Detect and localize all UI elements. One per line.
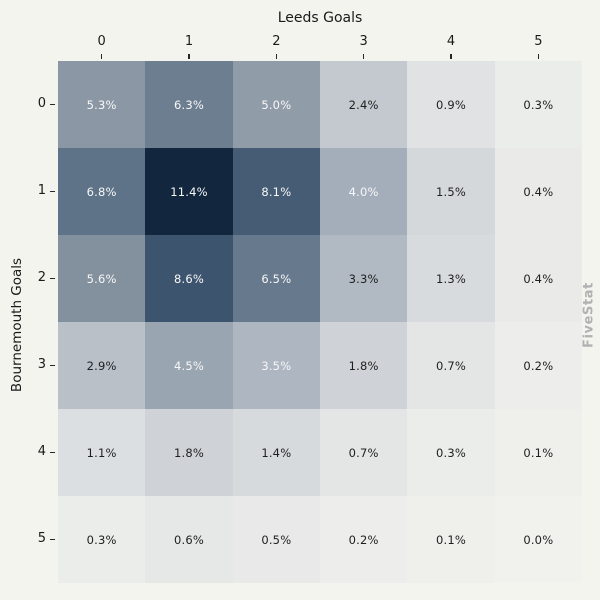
heatmap-cell: 0.3% (407, 409, 495, 496)
heatmap-cell: 0.9% (407, 61, 495, 148)
x-tick-label: 3 (359, 34, 368, 49)
x-tick-label: 4 (446, 34, 456, 49)
heatmap-cell: 0.7% (407, 322, 495, 409)
heatmap-cell: 0.2% (494, 322, 582, 409)
cell-value-label: 4.0% (348, 184, 379, 199)
y-tick-mark (50, 538, 55, 541)
heatmap-cell: 1.3% (407, 235, 495, 322)
heatmap-cell: 5.6% (58, 235, 146, 322)
heatmap-cell: 1.8% (145, 409, 233, 496)
y-tick-label: 4 (37, 443, 46, 459)
cell-value-label: 0.2% (348, 532, 379, 547)
cell-value-label: 1.1% (86, 445, 117, 460)
x-axis-title: Leeds Goals (277, 10, 363, 26)
x-tick-mark (275, 54, 278, 59)
heatmap-cell: 0.1% (407, 496, 495, 583)
heatmap-cell: 1.1% (58, 409, 146, 496)
cell-value-label: 1.3% (435, 271, 466, 286)
y-tick-label: 5 (37, 530, 46, 546)
heatmap-cell: 2.9% (58, 322, 146, 409)
cell-value-label: 0.3% (523, 97, 554, 112)
heatmap-grid: 5.3% 6.3% 5.0% 2.4% 0.9% 0.3% 6.8% 11.4% 8.1% 4.0… (58, 61, 582, 583)
cell-value-label: 0.0% (523, 532, 554, 547)
y-tick-label: 3 (37, 356, 46, 372)
heatmap-cell: 0.6% (145, 496, 233, 583)
x-tick-mark (537, 54, 540, 59)
heatmap-cell: 5.3% (58, 61, 146, 148)
cell-value-label: 2.9% (86, 358, 117, 373)
heatmap-cell: 0.0% (494, 496, 582, 583)
cell-value-label: 0.5% (261, 532, 292, 547)
heatmap-cell: 0.7% (320, 409, 408, 496)
heatmap-cell: 0.5% (232, 496, 320, 583)
x-tick-mark (188, 54, 190, 59)
y-tick-mark (50, 190, 55, 193)
cell-value-label: 6.5% (261, 271, 292, 286)
y-tick-mark (50, 277, 55, 280)
heatmap-cell: 6.5% (232, 235, 320, 322)
heatmap-cell: 11.4% (145, 148, 233, 235)
heatmap-cell: 1.8% (320, 322, 408, 409)
cell-value-label: 2.4% (348, 97, 379, 112)
cell-value-label: 0.7% (435, 358, 466, 373)
cell-value-label: 0.1% (523, 445, 554, 460)
x-tick-mark (362, 54, 365, 59)
cell-value-label: 1.8% (173, 445, 204, 460)
heatmap-cell: 6.8% (58, 148, 146, 235)
cell-value-label: 8.6% (173, 271, 204, 286)
cell-value-label: 5.0% (261, 97, 292, 112)
cell-value-label: 5.3% (86, 97, 117, 112)
heatmap-cell: 0.4% (494, 148, 582, 235)
y-tick-label: 1 (37, 182, 46, 198)
heatmap-cell: 5.0% (232, 61, 320, 148)
heatmap-cell: 0.3% (58, 496, 146, 583)
heatmap-cell: 2.4% (320, 61, 408, 148)
cell-value-label: 0.6% (173, 532, 204, 547)
heatmap-cell: 3.3% (320, 235, 408, 322)
cell-value-label: 1.8% (348, 358, 379, 373)
cell-value-label: 0.1% (435, 532, 466, 547)
cell-value-label: 0.9% (435, 97, 466, 112)
cell-value-label: 8.1% (261, 184, 292, 199)
cell-value-label: 0.4% (523, 271, 554, 286)
cell-value-label: 4.5% (173, 358, 204, 373)
cell-value-label: 1.5% (435, 184, 466, 199)
heatmap-cell: 0.3% (494, 61, 582, 148)
y-tick-label: 2 (37, 269, 46, 285)
cell-value-label: 0.4% (523, 184, 554, 199)
cell-value-label: 6.3% (173, 97, 204, 112)
cell-value-label: 3.5% (261, 358, 292, 373)
cell-value-label: 1.4% (261, 445, 292, 460)
y-tick-mark (50, 364, 55, 367)
x-tick-mark (450, 54, 452, 59)
cell-value-label: 0.7% (348, 445, 379, 460)
heatmap-cell: 4.0% (320, 148, 408, 235)
x-tick-label: 2 (272, 34, 281, 49)
x-tick-mark (100, 54, 103, 59)
heatmap-cell: 0.4% (494, 235, 582, 322)
y-tick-mark (50, 451, 55, 454)
cell-value-label: 5.6% (86, 271, 117, 286)
cell-value-label: 3.3% (348, 271, 379, 286)
heatmap-cell: 0.2% (320, 496, 408, 583)
cell-value-label: 0.3% (86, 532, 117, 547)
y-tick-label: 0 (37, 95, 46, 111)
cell-value-label: 0.2% (523, 358, 554, 373)
cell-value-label: 0.3% (435, 445, 466, 460)
heatmap-cell: 4.5% (145, 322, 233, 409)
cell-value-label: 6.8% (86, 184, 117, 199)
heatmap-cell: 6.3% (145, 61, 233, 148)
heatmap-cell: 1.5% (407, 148, 495, 235)
x-tick-label: 1 (184, 34, 194, 49)
x-tick-label: 5 (534, 34, 543, 49)
cell-value-label: 11.4% (170, 184, 208, 199)
heatmap-cell: 3.5% (232, 322, 320, 409)
heatmap-cell: 8.1% (232, 148, 320, 235)
y-tick-mark (50, 103, 55, 106)
heatmap-cell: 8.6% (145, 235, 233, 322)
heatmap-cell: 1.4% (232, 409, 320, 496)
heatmap-cell: 0.1% (494, 409, 582, 496)
x-tick-label: 0 (97, 34, 106, 49)
